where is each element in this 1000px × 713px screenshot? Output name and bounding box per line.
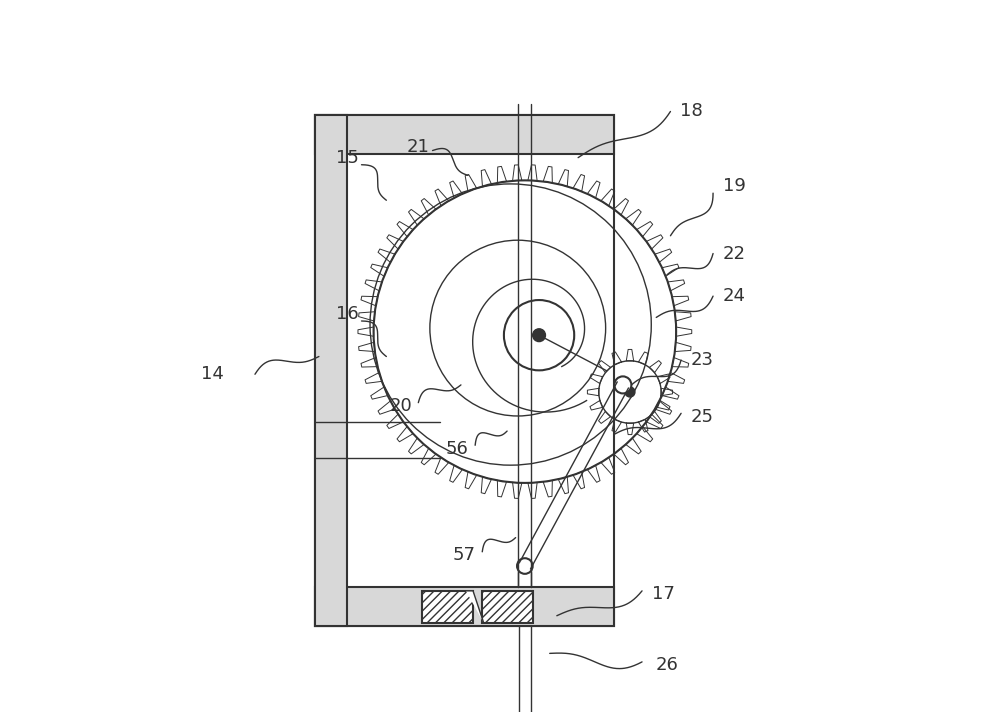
Bar	[315, 115, 614, 154]
Bar	[422, 591, 473, 623]
Text: 16: 16	[336, 305, 359, 323]
Text: 19: 19	[723, 177, 746, 195]
Text: 24: 24	[723, 287, 746, 305]
Text: 26: 26	[655, 657, 678, 674]
Text: 15: 15	[336, 148, 359, 167]
Text: 14: 14	[201, 365, 224, 384]
Bar	[482, 591, 533, 623]
Text: 56: 56	[446, 440, 469, 458]
Circle shape	[533, 329, 545, 342]
Text: 22: 22	[723, 245, 746, 262]
Bar	[315, 115, 614, 627]
Text: 25: 25	[691, 408, 714, 426]
Bar	[315, 588, 614, 627]
Circle shape	[625, 387, 635, 397]
Text: 20: 20	[389, 397, 412, 415]
Text: 21: 21	[407, 138, 430, 156]
Circle shape	[614, 376, 631, 394]
Circle shape	[517, 558, 533, 574]
Text: 23: 23	[691, 351, 714, 369]
Polygon shape	[466, 591, 484, 623]
Text: 18: 18	[680, 103, 703, 120]
Text: 57: 57	[453, 546, 476, 565]
Text: 17: 17	[652, 585, 675, 603]
Bar	[315, 115, 347, 627]
